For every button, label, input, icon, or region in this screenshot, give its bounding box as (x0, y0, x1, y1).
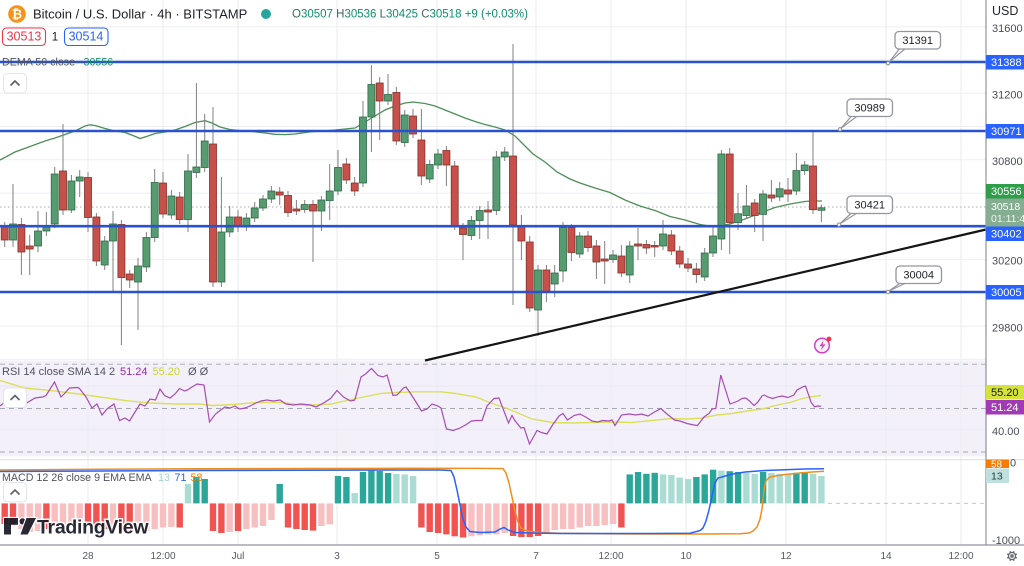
svg-text:12:00: 12:00 (150, 551, 175, 562)
svg-text:13: 13 (158, 472, 170, 484)
svg-text:30971: 30971 (991, 126, 1022, 138)
svg-text:71: 71 (175, 472, 187, 484)
svg-text:30989: 30989 (854, 103, 885, 115)
svg-text:3: 3 (334, 551, 340, 562)
svg-text:31600: 31600 (992, 23, 1023, 35)
svg-text:DEMA 50 close: DEMA 50 close (2, 57, 75, 69)
svg-text:Ø Ø: Ø Ø (188, 366, 209, 378)
svg-text:30514: 30514 (69, 30, 104, 44)
svg-text:12: 12 (780, 551, 792, 562)
svg-text:55.20: 55.20 (153, 366, 181, 378)
svg-text:5: 5 (434, 551, 440, 562)
svg-text:1: 1 (52, 32, 58, 44)
svg-text:55.20: 55.20 (991, 387, 1019, 399)
svg-text:12:00: 12:00 (598, 551, 623, 562)
svg-text:0: 0 (1010, 458, 1016, 470)
svg-text:30518: 30518 (991, 201, 1020, 213)
svg-text:30556: 30556 (84, 57, 114, 69)
svg-text:30513: 30513 (7, 30, 42, 44)
svg-text:28: 28 (82, 551, 94, 562)
svg-text:12:00: 12:00 (948, 551, 973, 562)
svg-text:-1000: -1000 (992, 535, 1020, 547)
svg-text:MACD 12 26 close 9 EMA EMA: MACD 12 26 close 9 EMA EMA (2, 472, 153, 484)
svg-text:30005: 30005 (991, 287, 1022, 299)
svg-text:40.00: 40.00 (992, 426, 1020, 438)
svg-text:30402: 30402 (991, 229, 1022, 241)
svg-text:51.24: 51.24 (120, 366, 148, 378)
svg-text:58: 58 (991, 460, 1003, 471)
svg-text:30800: 30800 (992, 156, 1023, 168)
svg-text:USD: USD (992, 4, 1018, 18)
svg-text:10: 10 (680, 551, 692, 562)
svg-text:31391: 31391 (902, 35, 933, 47)
svg-text:30556: 30556 (991, 186, 1022, 198)
svg-text:Bitcoin / U.S. Dollar · 4h · B: Bitcoin / U.S. Dollar · 4h · BITSTAMP (33, 7, 247, 22)
svg-text:RSI 14 close SMA 14 2: RSI 14 close SMA 14 2 (2, 366, 115, 378)
svg-text:30004: 30004 (903, 270, 934, 282)
svg-text:7: 7 (533, 551, 539, 562)
svg-text:O30507 H30536 L30425 C30518 +9: O30507 H30536 L30425 C30518 +9 (+0.03%) (292, 9, 528, 21)
svg-text:TradingView: TradingView (37, 517, 149, 539)
svg-text:31388: 31388 (991, 57, 1022, 69)
svg-text:₿: ₿ (12, 8, 22, 22)
svg-text:01:11:4: 01:11:4 (991, 213, 1024, 225)
svg-text:14: 14 (880, 551, 892, 562)
svg-text:30421: 30421 (854, 200, 885, 212)
svg-text:58: 58 (191, 472, 203, 484)
svg-text:51.24: 51.24 (991, 402, 1019, 414)
svg-text:29800: 29800 (992, 322, 1023, 334)
svg-text:30200: 30200 (992, 255, 1023, 267)
svg-text:13: 13 (991, 471, 1003, 483)
svg-text:Jul: Jul (232, 551, 245, 562)
svg-text:31200: 31200 (992, 89, 1023, 101)
